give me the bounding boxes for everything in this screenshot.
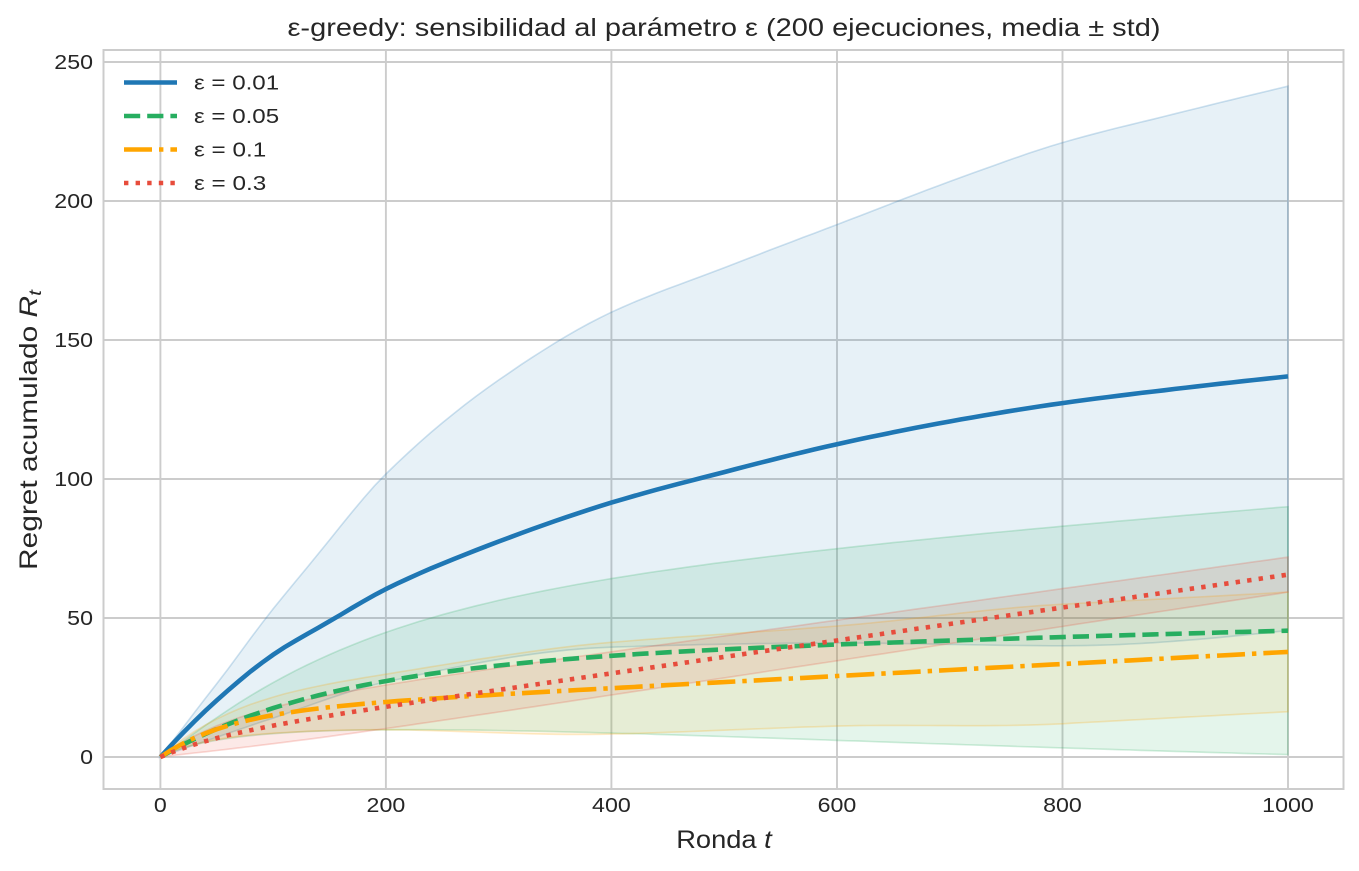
svg-text:250: 250 <box>54 51 93 74</box>
svg-text:0: 0 <box>80 746 93 769</box>
svg-text:150: 150 <box>54 329 93 352</box>
svg-text:ε = 0.1: ε = 0.1 <box>194 139 266 162</box>
svg-text:200: 200 <box>367 794 406 817</box>
svg-text:ε-greedy: sensibilidad al pará: ε-greedy: sensibilidad al parámetro ε (2… <box>288 14 1161 42</box>
svg-text:600: 600 <box>818 794 857 817</box>
svg-text:200: 200 <box>54 190 93 213</box>
svg-text:800: 800 <box>1043 794 1082 817</box>
svg-text:1000: 1000 <box>1262 794 1314 817</box>
svg-text:100: 100 <box>54 468 93 491</box>
svg-text:0: 0 <box>154 794 167 817</box>
svg-text:Ronda t: Ronda t <box>676 826 773 854</box>
svg-text:ε = 0.3: ε = 0.3 <box>194 172 266 195</box>
svg-text:ε = 0.01: ε = 0.01 <box>194 72 279 95</box>
svg-text:Regret acumulado Rt: Regret acumulado Rt <box>15 289 45 570</box>
svg-text:ε = 0.05: ε = 0.05 <box>194 105 279 128</box>
svg-text:50: 50 <box>67 607 93 630</box>
svg-text:400: 400 <box>592 794 631 817</box>
